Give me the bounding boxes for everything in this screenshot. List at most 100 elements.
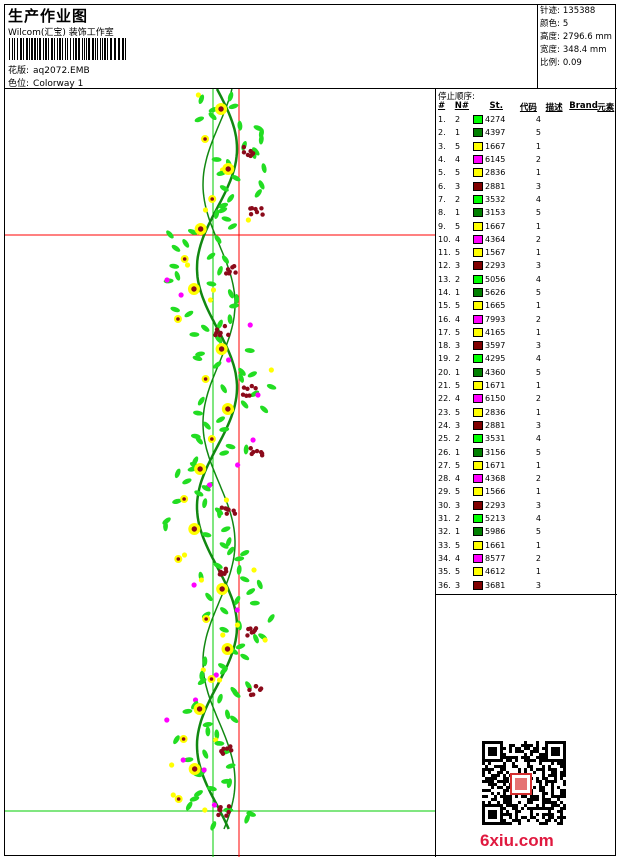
color-code: 3	[535, 181, 541, 191]
stop-number: 26.	[438, 447, 451, 457]
color-code: 5	[535, 447, 541, 457]
needle-number: 5	[455, 487, 461, 497]
table-row: 1. 2 4274 4	[436, 113, 617, 126]
needle-number: 2	[455, 274, 461, 284]
design-label: 花版:	[8, 66, 30, 76]
stitch-count: 5626	[485, 288, 506, 297]
table-row: 36. 3 3681 3	[436, 578, 617, 591]
color-code: 4	[535, 354, 541, 364]
colorway-label: 色位:	[8, 79, 30, 89]
stitch-count: 8577	[485, 553, 506, 563]
needle-number: 5	[455, 141, 461, 151]
needle-number: 2	[455, 194, 461, 204]
stat-row: 宽度: 348.4 mm	[538, 44, 617, 57]
needle-number: 3	[455, 341, 461, 351]
color-code: 1	[535, 381, 541, 391]
stat-label: 高度:	[540, 32, 560, 42]
stitch-count: 5213	[485, 514, 506, 524]
needle-number: 1	[455, 288, 461, 297]
color-code: 1	[535, 301, 541, 311]
table-row: 6. 3 2881 3	[436, 179, 617, 192]
design-file-line: 花版: aq2072.EMB	[8, 63, 94, 76]
color-swatch	[473, 248, 483, 258]
color-swatch	[473, 460, 483, 470]
stop-sequence-header: # N# St. 代码 描述 Brand 元素	[436, 101, 617, 113]
colorway-line: 色位: Colorway 1	[8, 76, 87, 89]
color-code: 2	[535, 155, 541, 165]
needle-number: 4	[455, 314, 461, 324]
needle-number: 5	[455, 327, 461, 337]
table-row: 26. 1 3156 5	[436, 445, 617, 458]
table-row: 12. 3 2293 3	[436, 259, 617, 272]
stop-number: 27.	[438, 460, 451, 470]
sheet-header: 生产作业图 Wilcom(汇宝) 装饰工作室 花版: aq2072.EMB 色位:…	[5, 5, 537, 89]
stop-number: 22.	[438, 394, 451, 404]
stitch-count: 3156	[485, 447, 506, 457]
stop-sequence-title: 停止顺序:	[438, 92, 475, 102]
color-swatch	[473, 341, 483, 351]
stop-number: 31.	[438, 514, 451, 524]
needle-number: 5	[455, 168, 461, 178]
table-row: 19. 2 4295 4	[436, 352, 617, 365]
stitch-count: 3531	[485, 434, 506, 444]
needle-number: 4	[455, 234, 461, 244]
table-row: 7. 2 3532 4	[436, 193, 617, 206]
header-description: 描述	[545, 103, 563, 113]
color-swatch	[473, 274, 483, 284]
color-swatch	[473, 261, 483, 271]
stitch-count: 1567	[485, 248, 506, 258]
table-row: 27. 5 1671 1	[436, 459, 617, 472]
stitch-count: 5986	[485, 527, 506, 537]
table-row: 29. 5 1566 1	[436, 485, 617, 498]
needle-number: 3	[455, 580, 461, 590]
table-row: 28. 4 4368 2	[436, 472, 617, 485]
table-row: 10. 4 4364 2	[436, 233, 617, 246]
color-code: 1	[535, 540, 541, 550]
color-code: 4	[535, 194, 541, 204]
stop-number: 24.	[438, 420, 451, 430]
color-swatch	[473, 394, 483, 404]
stat-label: 宽度:	[540, 45, 560, 55]
color-code: 3	[535, 261, 541, 271]
stitch-count: 3597	[485, 341, 506, 351]
color-swatch	[473, 407, 483, 417]
table-row: 4. 4 6145 2	[436, 153, 617, 166]
stitch-count: 2836	[485, 407, 506, 417]
color-swatch	[473, 208, 483, 218]
color-code: 5	[535, 367, 541, 377]
stop-number: 10.	[438, 234, 451, 244]
table-row: 25. 2 3531 4	[436, 432, 617, 445]
stop-sequence-rows: 1. 2 4274 4 2. 1 4397 5 3. 5 1667 1 4. 4 6145 2 5. 5 2836 1…	[436, 113, 617, 592]
color-code: 1	[535, 407, 541, 417]
color-code: 1	[535, 168, 541, 178]
color-code: 2	[535, 474, 541, 484]
table-row: 21. 5 1671 1	[436, 379, 617, 392]
stitch-count: 4364	[485, 234, 506, 244]
stop-number: 20.	[438, 367, 451, 377]
needle-number: 5	[455, 381, 461, 391]
stat-row: 比例: 0.09	[538, 57, 617, 70]
design-stats: 针迹: 135388 颜色: 5 高度: 2796.6 mm 宽度: 348.4 mm 比例: 0…	[537, 5, 617, 89]
stop-number: 21.	[438, 381, 451, 391]
needle-number: 2	[455, 354, 461, 364]
stitch-count: 4397	[485, 128, 506, 138]
stitch-count: 6150	[485, 394, 506, 404]
color-code: 5	[535, 128, 541, 138]
stitch-count: 2881	[485, 181, 506, 191]
color-swatch	[473, 327, 483, 337]
color-swatch	[473, 553, 483, 563]
stat-value: 348.4 mm	[562, 45, 607, 55]
stop-number: 11.	[438, 248, 451, 258]
table-row: 13. 2 5056 4	[436, 273, 617, 286]
color-swatch	[473, 301, 483, 311]
stitch-count: 4360	[485, 367, 506, 377]
needle-number: 5	[455, 540, 461, 550]
stat-value: 2796.6 mm	[562, 32, 612, 42]
color-code: 5	[535, 208, 541, 218]
color-code: 4	[535, 115, 541, 125]
table-row: 20. 1 4360 5	[436, 366, 617, 379]
stop-number: 8.	[438, 208, 446, 218]
table-row: 18. 3 3597 3	[436, 339, 617, 352]
color-code: 1	[535, 141, 541, 151]
color-code: 2	[535, 234, 541, 244]
